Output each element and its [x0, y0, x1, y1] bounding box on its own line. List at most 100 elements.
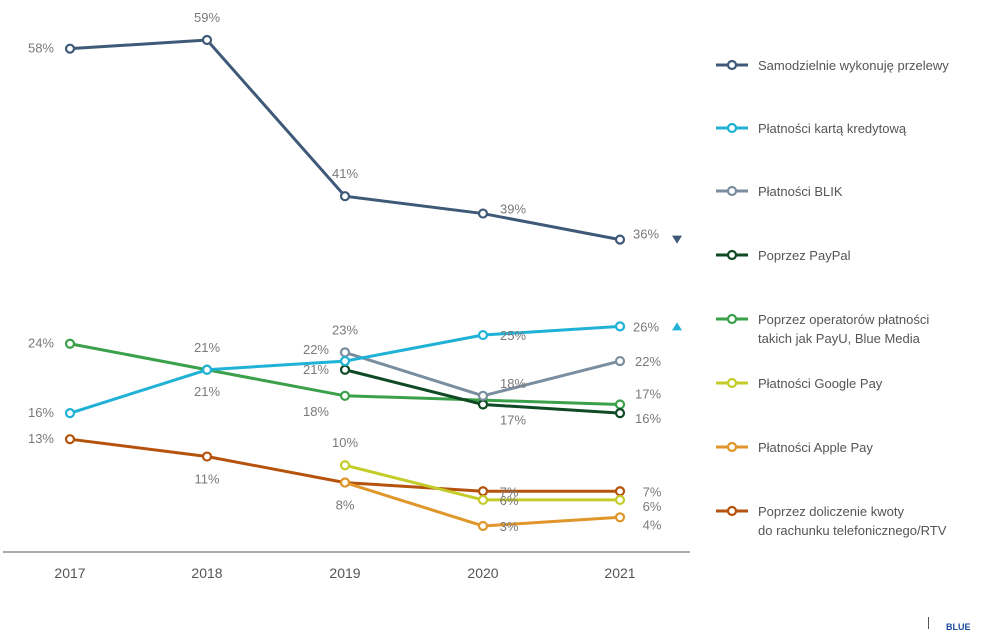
legend-label: Płatności Apple Pay — [758, 440, 873, 455]
data-point — [477, 494, 489, 506]
data-point — [614, 486, 626, 497]
data-label: 3% — [500, 519, 519, 534]
legend-label: Samodzielnie wykonuję przelewy — [758, 58, 949, 73]
series-layer — [64, 34, 626, 532]
brand-divider — [928, 617, 929, 629]
data-point — [201, 34, 213, 46]
x-tick-label: 2021 — [604, 565, 635, 581]
data-label: 16% — [635, 411, 661, 426]
legend-label: takich jak PayU, Blue Media — [758, 331, 921, 346]
x-tick-label: 2019 — [329, 565, 360, 581]
legend-item: Płatności BLIK — [716, 184, 843, 199]
data-label: 24% — [28, 336, 54, 351]
data-label: 4% — [643, 517, 662, 532]
legend-swatch-marker — [726, 313, 738, 325]
data-label: 36% — [633, 227, 659, 242]
data-label: 16% — [28, 405, 54, 420]
data-point — [339, 191, 351, 202]
data-point — [477, 486, 489, 497]
legend-label: Poprzez PayPal — [758, 248, 851, 263]
data-label: 7% — [500, 484, 519, 499]
legend-swatch-marker — [726, 185, 738, 197]
legend-swatch-marker — [726, 505, 738, 517]
data-point — [614, 494, 626, 506]
data-label: 11% — [194, 472, 219, 487]
x-tick-label: 2018 — [191, 565, 222, 581]
data-label: 18% — [500, 376, 526, 391]
legend-swatch-marker — [726, 122, 738, 134]
data-point — [339, 477, 351, 488]
series-line — [344, 350, 621, 398]
data-point — [477, 399, 489, 410]
data-label: 6% — [500, 493, 519, 508]
legend-swatch-marker — [726, 59, 738, 71]
data-point — [64, 338, 76, 349]
data-point — [614, 399, 626, 410]
data-point — [477, 329, 489, 341]
data-label: 22% — [303, 342, 329, 357]
data-point — [339, 390, 351, 401]
data-label: 39% — [500, 202, 526, 217]
legend-item: Poprzez doliczenie kwoty do rachunku tele… — [716, 504, 947, 538]
data-label: 59% — [194, 10, 220, 25]
data-label: 41% — [332, 166, 358, 181]
legend-label: Płatności BLIK — [758, 184, 843, 199]
data-point — [614, 408, 626, 419]
data-label: 26% — [633, 319, 659, 334]
trend-down-icon — [672, 235, 682, 244]
data-label: 17% — [500, 412, 526, 427]
legend-swatch-marker — [726, 377, 738, 389]
data-point — [339, 355, 351, 367]
data-label: 58% — [28, 41, 54, 56]
legend-label: Poprzez doliczenie kwoty — [758, 504, 904, 519]
legend-item: Płatności Google Pay — [716, 376, 883, 391]
data-label: 8% — [336, 498, 355, 513]
data-point — [614, 321, 626, 332]
legend-item: Płatności kartą kredytową — [716, 121, 907, 136]
legend-item: Samodzielnie wykonuję przelewy — [716, 58, 949, 73]
x-tick-label: 2017 — [54, 565, 85, 581]
data-point — [339, 347, 351, 358]
data-label: 25% — [500, 328, 526, 343]
data-point — [339, 460, 351, 471]
data-label: 10% — [332, 435, 358, 450]
legend-label: Poprzez operatorów płatności — [758, 312, 929, 327]
data-point — [614, 234, 626, 245]
data-label: 22% — [635, 354, 661, 369]
data-label: 21% — [194, 384, 220, 399]
data-point — [64, 43, 76, 54]
data-label: 18% — [303, 404, 329, 419]
data-label: 13% — [28, 431, 54, 446]
data-label: 17% — [635, 386, 661, 401]
data-labels: 13% 11% 8% 7% 7% 3% 4% 10% 6% 6% 24% 21% 18% 17% 21% 17… — [28, 10, 682, 534]
series-1 — [64, 321, 626, 419]
data-point — [64, 408, 76, 419]
series-0 — [64, 34, 626, 245]
data-point — [614, 512, 626, 523]
x-axis-ticks: 2017 2018 2019 2020 2021 — [54, 565, 635, 581]
legend-item: Poprzez operatorów płatności takich jak P… — [716, 312, 929, 346]
data-point — [201, 451, 213, 462]
legend-swatch-marker — [726, 441, 738, 453]
trend-up-icon — [672, 322, 682, 331]
data-label: 6% — [643, 499, 662, 514]
series-6 — [339, 477, 626, 532]
series-line — [69, 38, 621, 242]
data-label: 21% — [194, 340, 220, 355]
legend-label: do rachunku telefonicznego/RTV — [758, 523, 947, 538]
data-label: 21% — [303, 362, 329, 377]
legend-item: Płatności Apple Pay — [716, 440, 873, 455]
data-label: 7% — [643, 484, 662, 499]
data-point — [477, 390, 489, 401]
data-point — [477, 520, 489, 532]
legend-swatch-marker — [726, 249, 738, 261]
series-2 — [339, 347, 626, 401]
data-point — [614, 355, 626, 367]
legend-label: Płatności kartą kredytową — [758, 121, 907, 136]
legend-item: Poprzez PayPal — [716, 248, 851, 263]
brand-logo-text: BLUE — [946, 622, 971, 632]
data-point — [201, 364, 213, 375]
legend-label: Płatności Google Pay — [758, 376, 883, 391]
series-5 — [339, 460, 626, 506]
